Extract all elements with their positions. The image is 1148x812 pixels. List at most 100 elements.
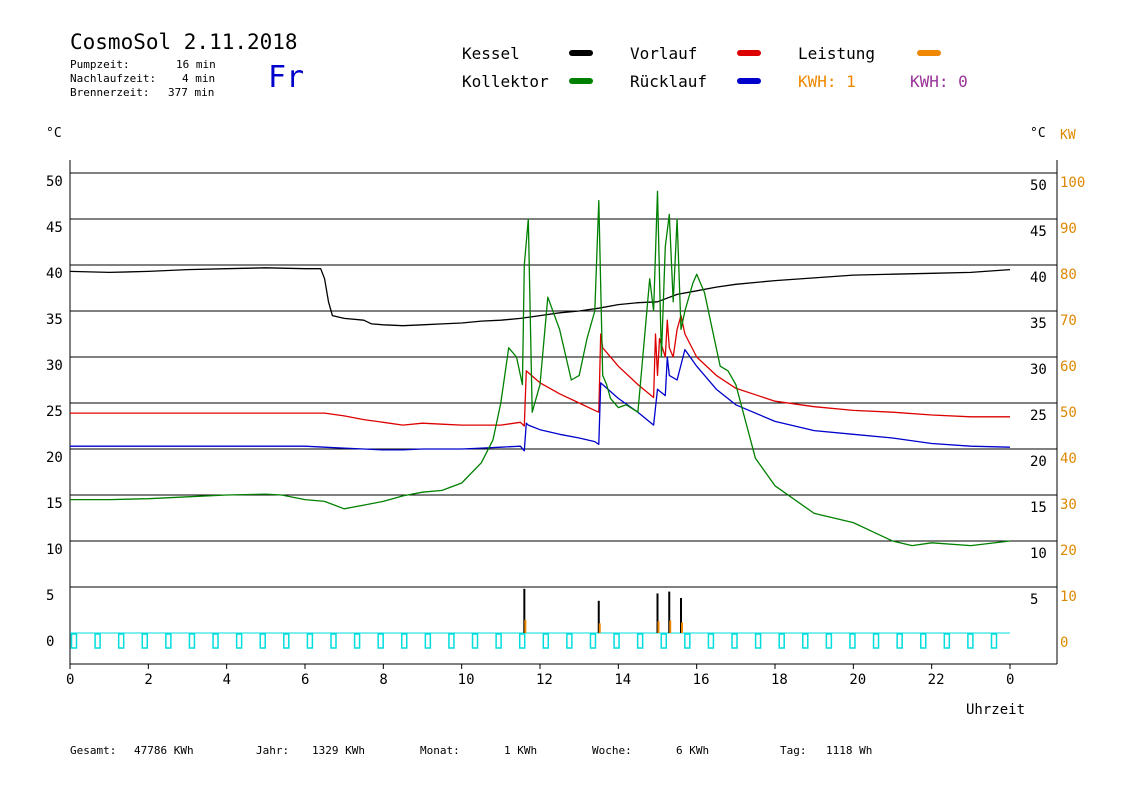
kwh-marker-1 <box>94 633 101 649</box>
legend-vorlauf: Vorlauf <box>630 44 698 63</box>
kwh-marker-31 <box>802 633 809 649</box>
kwh-marker-12 <box>353 633 361 649</box>
kwh-marker-39 <box>990 633 998 649</box>
kwh-marker-23 <box>613 633 620 649</box>
x-tick-label-1: 2 <box>144 672 152 688</box>
kw-tick-20: 20 <box>1060 543 1077 559</box>
y-tick-left-25: 25 <box>46 404 63 420</box>
brenner-value: 377 min <box>168 86 215 99</box>
kwh-marker-35 <box>896 633 903 649</box>
x-tick-label-11: 22 <box>928 672 945 688</box>
legend-kollektor: Kollektor <box>462 72 549 91</box>
y-tick-right-50: 50 <box>1030 178 1047 194</box>
left-unit-label: °C <box>46 126 62 141</box>
kwh-marker-28 <box>731 633 738 649</box>
legend-leistung: Leistung <box>798 44 876 63</box>
y-tick-right-35: 35 <box>1030 316 1047 332</box>
kw-tick-60: 60 <box>1060 359 1077 375</box>
y-tick-left-30: 30 <box>46 358 63 374</box>
kwh-marker-4 <box>165 633 172 649</box>
kw-tick-50: 50 <box>1060 405 1077 421</box>
kwh-marker-33 <box>849 633 856 649</box>
footer-woche-value: 6 KWh <box>676 744 710 757</box>
kwh-marker-22 <box>589 633 597 649</box>
kwh-marker-6 <box>212 633 219 649</box>
kwh-marker-13 <box>377 633 384 649</box>
kwh-marker-3 <box>141 633 149 649</box>
kwh-marker-25 <box>660 633 667 649</box>
right-unit-label: °C <box>1030 126 1046 141</box>
y-tick-left-35: 35 <box>46 312 63 328</box>
x-tick-label-3: 6 <box>301 672 309 688</box>
kw-tick-10: 10 <box>1060 589 1077 605</box>
y-tick-left-50: 50 <box>46 174 63 190</box>
kw-tick-30: 30 <box>1060 497 1077 513</box>
x-tick-label-8: 16 <box>693 672 710 688</box>
kwh-marker-8 <box>259 633 266 649</box>
kwh-marker-15 <box>424 633 432 649</box>
x-tick-label-12: 0 <box>1006 672 1014 688</box>
kwh-marker-18 <box>495 633 502 649</box>
y-tick-right-15: 15 <box>1030 500 1047 516</box>
kwh-marker-30 <box>778 633 785 649</box>
kw-unit-label: KW <box>1060 128 1076 143</box>
kwh-marker-26 <box>684 633 691 649</box>
kwh-marker-20 <box>542 633 550 649</box>
kw-tick-40: 40 <box>1060 451 1077 467</box>
kw-tick-90: 90 <box>1060 221 1077 237</box>
kw-tick-0: 0 <box>1060 635 1068 651</box>
y-tick-left-15: 15 <box>46 496 63 512</box>
kwh-marker-36 <box>919 633 927 649</box>
brenner-label: Brennerzeit: <box>70 86 150 99</box>
weekday-label: Fr <box>268 60 305 95</box>
nachlauf-value: 4 min <box>182 72 216 85</box>
y-tick-right-30: 30 <box>1030 362 1047 378</box>
kwh-marker-14 <box>401 633 408 649</box>
series-kessel <box>69 267 1011 327</box>
legend-ruecklauf: Rücklauf <box>630 72 708 91</box>
kwh-marker-0 <box>70 633 78 649</box>
footer-tag-value: 1118 Wh <box>826 744 873 757</box>
kwh-marker-9 <box>283 633 290 649</box>
x-tick-label-9: 18 <box>771 672 788 688</box>
kwh-marker-11 <box>330 633 337 649</box>
footer-jahr-value: 1329 KWh <box>312 744 365 757</box>
series-kollektor <box>70 190 1011 547</box>
kwh-marker-27 <box>707 633 715 649</box>
series-r-cklauf <box>70 348 1011 452</box>
footer-monat-value: 1 KWh <box>504 744 538 757</box>
series-vorlauf <box>70 314 1010 427</box>
x-tick-label-2: 4 <box>223 672 231 688</box>
x-axis-label: Uhrzeit <box>966 702 1026 718</box>
kwh-marker-7 <box>235 633 243 649</box>
kwh-marker-24 <box>636 633 644 649</box>
kwh-marker-16 <box>448 633 455 649</box>
y-tick-left-10: 10 <box>46 542 63 558</box>
x-tick-label-0: 0 <box>66 672 74 688</box>
x-tick-label-5: 10 <box>458 672 475 688</box>
y-tick-right-45: 45 <box>1030 224 1047 240</box>
x-tick-label-10: 20 <box>849 672 866 688</box>
kwh-marker-17 <box>471 633 479 649</box>
y-tick-right-5: 5 <box>1030 592 1038 608</box>
nachlauf-label: Nachlaufzeit: <box>70 72 157 85</box>
x-tick-label-6: 12 <box>536 672 553 688</box>
y-tick-left-40: 40 <box>46 266 63 282</box>
footer-monat-label: Monat: <box>420 744 460 757</box>
x-tick-label-4: 8 <box>379 672 387 688</box>
kwh-marker-37 <box>943 633 951 649</box>
kw-tick-80: 80 <box>1060 267 1077 283</box>
kwh-marker-10 <box>306 633 314 649</box>
y-tick-right-25: 25 <box>1030 408 1047 424</box>
kwh-marker-5 <box>188 633 196 649</box>
kwh-marker-32 <box>825 633 833 649</box>
y-tick-left-5: 5 <box>46 588 54 604</box>
kwh-marker-2 <box>117 633 125 649</box>
y-tick-right-40: 40 <box>1030 270 1047 286</box>
kwh-marker-34 <box>872 633 880 649</box>
legend-kwh2: KWH: 0 <box>910 72 968 91</box>
footer-jahr-label: Jahr: <box>256 744 290 757</box>
chart-title: CosmoSol 2.11.2018 <box>70 30 298 54</box>
kwh-marker-29 <box>754 633 762 649</box>
